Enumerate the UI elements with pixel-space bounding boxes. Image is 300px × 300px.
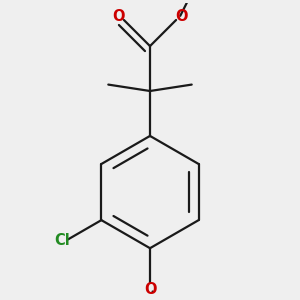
- Text: Cl: Cl: [54, 233, 70, 248]
- Text: O: O: [112, 9, 124, 24]
- Text: O: O: [144, 282, 156, 297]
- Text: O: O: [176, 9, 188, 24]
